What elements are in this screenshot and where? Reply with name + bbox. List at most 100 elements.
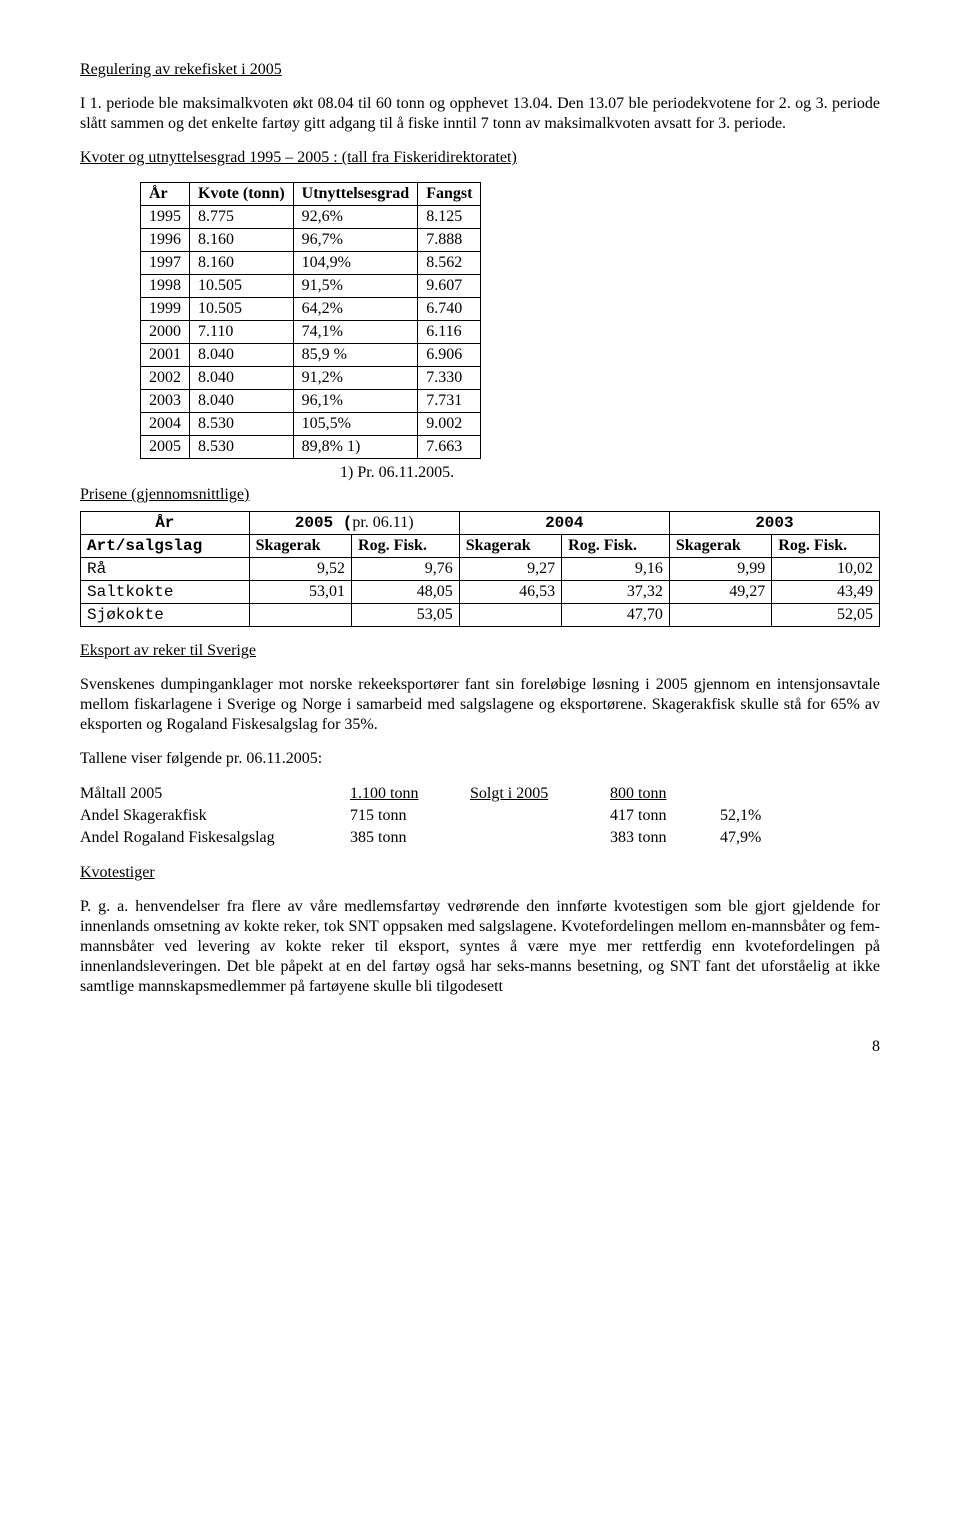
table-cell: 105,5%	[293, 413, 418, 436]
price-header-row: Art/salgslagSkagerakRog. Fisk.SkagerakRo…	[81, 535, 880, 558]
table-cell: 9.607	[418, 275, 481, 298]
table-cell: 7.330	[418, 367, 481, 390]
price-cell: 9,52	[249, 558, 351, 581]
table-cell: 74,1%	[293, 321, 418, 344]
price-row: Rå9,529,769,279,169,9910,02	[81, 558, 880, 581]
eksport-heading: Eksport av reker til Sverige	[80, 641, 880, 661]
page-number: 8	[80, 1037, 880, 1057]
price-header-cell: Art/salgslag	[81, 535, 250, 558]
price-cell: 52,05	[772, 604, 880, 627]
table-row: 19958.77592,6%8.125	[141, 206, 481, 229]
cell-aar: År	[81, 512, 250, 535]
col-kvote: Kvote (tonn)	[190, 183, 294, 206]
table-cell: 8.160	[190, 252, 294, 275]
export-cell: 383 tonn	[610, 827, 720, 849]
table-cell: 9.002	[418, 413, 481, 436]
table-cell: 7.663	[418, 436, 481, 459]
export-table: Måltall 20051.100 tonnSolgt i 2005800 to…	[80, 783, 771, 849]
export-cell: 52,1%	[720, 805, 771, 827]
price-cell: 10,02	[772, 558, 880, 581]
cell-2004: 2004	[459, 512, 669, 535]
price-row: Saltkokte53,0148,0546,5337,3249,2743,49	[81, 581, 880, 604]
paragraph-intro: I 1. periode ble maksimalkvoten økt 08.0…	[80, 94, 880, 134]
table-cell: 6.116	[418, 321, 481, 344]
price-cell: 48,05	[352, 581, 460, 604]
table-row: 19968.16096,7%7.888	[141, 229, 481, 252]
paragraph-kvotestiger: P. g. a. henvendelser fra flere av våre …	[80, 897, 880, 997]
price-cell	[669, 604, 771, 627]
table-row: 20018.04085,9 %6.906	[141, 344, 481, 367]
price-table: År2005 (pr. 06.11)20042003Art/salgslagSk…	[80, 511, 880, 627]
price-row: Sjøkokte53,0547,7052,05	[81, 604, 880, 627]
price-cell: 49,27	[669, 581, 771, 604]
table-cell: 8.160	[190, 229, 294, 252]
price-cell: 37,32	[562, 581, 670, 604]
price-cell: 9,99	[669, 558, 771, 581]
table-cell: 8.125	[418, 206, 481, 229]
export-row: Andel Skagerakfisk715 tonn 417 tonn52,1%	[80, 805, 771, 827]
table-cell: 8.040	[190, 367, 294, 390]
table-row: 20058.53089,8% 1)7.663	[141, 436, 481, 459]
paragraph-eksport: Svenskenes dumpinganklager mot norske re…	[80, 675, 880, 735]
table-cell: 2004	[141, 413, 190, 436]
price-header-cell: Rog. Fisk.	[562, 535, 670, 558]
price-cell	[459, 604, 561, 627]
table-row: 19978.160104,9%8.562	[141, 252, 481, 275]
table-cell: 2001	[141, 344, 190, 367]
table-cell: 2002	[141, 367, 190, 390]
table-cell: 2005	[141, 436, 190, 459]
kvotestiger-heading: Kvotestiger	[80, 863, 880, 883]
table-cell: 10.505	[190, 298, 294, 321]
export-cell: 417 tonn	[610, 805, 720, 827]
export-cell: Måltall 2005	[80, 783, 350, 805]
export-cell	[720, 783, 771, 805]
table-cell: 7.888	[418, 229, 481, 252]
table-cell: 91,2%	[293, 367, 418, 390]
col-aar: År	[141, 183, 190, 206]
price-cell: 43,49	[772, 581, 880, 604]
table-row: 199810.50591,5%9.607	[141, 275, 481, 298]
table-cell: 1996	[141, 229, 190, 252]
export-cell	[470, 805, 610, 827]
table-cell: 8.530	[190, 436, 294, 459]
table-cell: 1998	[141, 275, 190, 298]
export-cell	[470, 827, 610, 849]
price-year-row: År2005 (pr. 06.11)20042003	[81, 512, 880, 535]
export-row: Andel Rogaland Fiskesalgslag385 tonn383 …	[80, 827, 771, 849]
table-cell: 6.740	[418, 298, 481, 321]
paragraph-kvoter: Kvoter og utnyttelsesgrad 1995 – 2005 : …	[80, 148, 880, 168]
table-cell: 92,6%	[293, 206, 418, 229]
paragraph-tallene: Tallene viser følgende pr. 06.11.2005:	[80, 749, 880, 769]
table-row: 20038.04096,1%7.731	[141, 390, 481, 413]
table-cell: 7.110	[190, 321, 294, 344]
kvote-note: 1) Pr. 06.11.2005.	[340, 463, 880, 483]
export-cell: Andel Rogaland Fiskesalgslag	[80, 827, 350, 849]
export-row: Måltall 20051.100 tonnSolgt i 2005800 to…	[80, 783, 771, 805]
cell-2005: 2005 (pr. 06.11)	[249, 512, 459, 535]
section-heading: Regulering av rekefisket i 2005	[80, 60, 880, 80]
table-cell: 96,1%	[293, 390, 418, 413]
export-cell: 715 tonn	[350, 805, 470, 827]
price-cell: 9,16	[562, 558, 670, 581]
table-cell: 64,2%	[293, 298, 418, 321]
kvote-table: År Kvote (tonn) Utnyttelsesgrad Fangst 1…	[140, 182, 481, 459]
table-cell: 8.040	[190, 344, 294, 367]
table-row: 20048.530105,5%9.002	[141, 413, 481, 436]
table-cell: 1997	[141, 252, 190, 275]
table-cell: 7.731	[418, 390, 481, 413]
table-cell: 1995	[141, 206, 190, 229]
table-cell: 89,8% 1)	[293, 436, 418, 459]
price-header-cell: Rog. Fisk.	[352, 535, 460, 558]
price-header-cell: Skagerak	[669, 535, 771, 558]
table-cell: 8.040	[190, 390, 294, 413]
price-header-cell: Skagerak	[249, 535, 351, 558]
table-cell: 104,9%	[293, 252, 418, 275]
table-cell: 10.505	[190, 275, 294, 298]
price-cell: 46,53	[459, 581, 561, 604]
price-header-cell: Rog. Fisk.	[772, 535, 880, 558]
price-cell: 47,70	[562, 604, 670, 627]
export-cell: Andel Skagerakfisk	[80, 805, 350, 827]
table-cell: 96,7%	[293, 229, 418, 252]
table-cell: 85,9 %	[293, 344, 418, 367]
export-cell: 47,9%	[720, 827, 771, 849]
